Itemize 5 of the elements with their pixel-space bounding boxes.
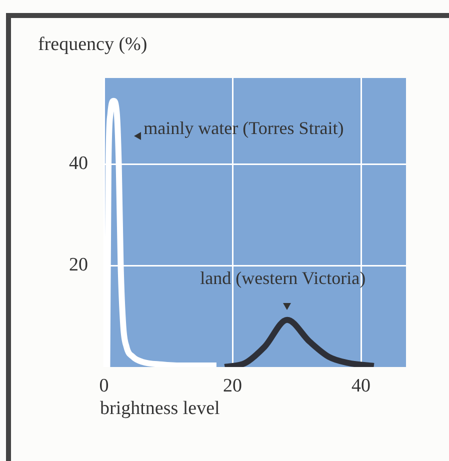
y-axis-title: frequency (%) (38, 34, 148, 56)
x-tick-label: 40 (352, 375, 371, 396)
x-axis-title: brightness level (100, 398, 220, 420)
x-tick-label: 20 (223, 375, 242, 396)
x-tick-label: 0 (99, 375, 109, 396)
